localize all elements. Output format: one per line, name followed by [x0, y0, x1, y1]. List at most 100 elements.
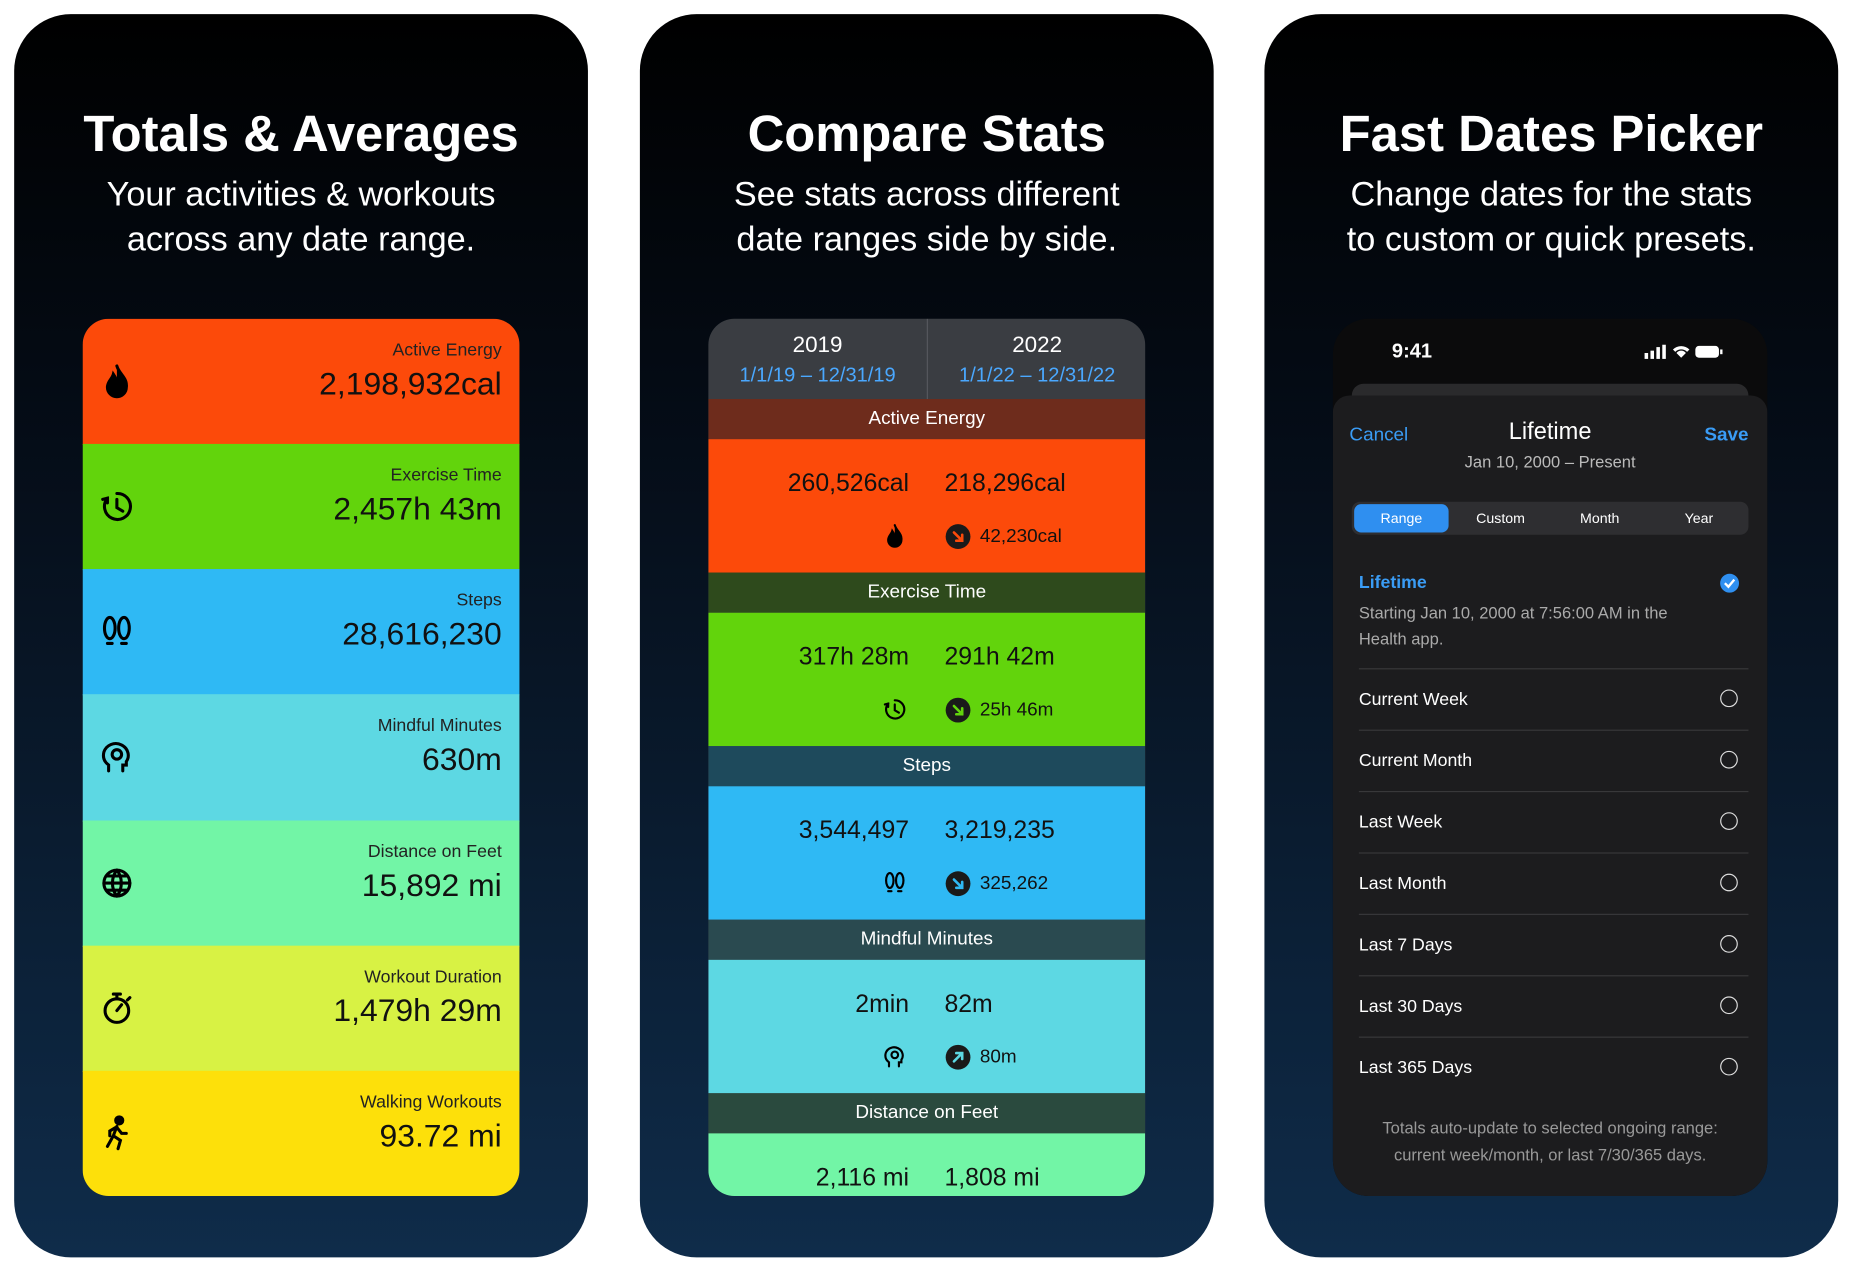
- status-icons: [1642, 342, 1725, 361]
- icon: [97, 487, 137, 527]
- stat-row: Distance on Feet 15,892 mi: [82, 820, 520, 947]
- trend-icon: [945, 1044, 971, 1070]
- change-value: 325,262: [979, 873, 1049, 894]
- stat-label: Walking Workouts: [360, 1091, 502, 1112]
- trend-icon: [945, 871, 971, 897]
- trend-icon: [945, 697, 971, 723]
- separator: [1358, 729, 1749, 731]
- status-time: 9:41: [1391, 340, 1433, 363]
- panel-subtitle: to custom or quick presets.: [1346, 220, 1756, 259]
- column-range: 1/1/19 – 12/31/19: [739, 363, 896, 387]
- preset-option[interactable]: Current Week: [1358, 689, 1468, 710]
- section-label: Steps: [902, 755, 951, 776]
- sheet: Cancel Save Lifetime Jan 10, 2000 – Present…: [1332, 395, 1768, 1196]
- section-body: 2min 82m 80m: [708, 959, 1146, 1094]
- panel-subtitle: Change dates for the stats: [1350, 175, 1753, 214]
- panel-title: Fast Dates Picker: [1339, 106, 1763, 163]
- stat-value: 28,616,230: [342, 616, 502, 653]
- section-value: 218,296cal: [944, 469, 1066, 498]
- segment-tab[interactable]: Month: [1580, 510, 1620, 527]
- section-label: Exercise Time: [867, 582, 987, 603]
- stat-value: 2,198,932cal: [319, 365, 502, 402]
- section-body: 2,116 mi 1,808 mi: [708, 1133, 1146, 1196]
- stat-label: Distance on Feet: [367, 841, 502, 862]
- segment-tab[interactable]: Year: [1684, 510, 1714, 527]
- selected-description: Health app.: [1358, 629, 1444, 649]
- change-value: 80m: [979, 1047, 1017, 1068]
- radio-button[interactable]: [1720, 996, 1738, 1015]
- stat-value: 2,457h 43m: [333, 491, 502, 527]
- phone: 9:41 Cancel Save Lifetime Jan 10, 2000 – Pre…: [1332, 318, 1768, 1196]
- preset-option[interactable]: Current Month: [1358, 750, 1473, 771]
- stat-row: Walking Workouts 93.72 mi: [82, 1070, 520, 1196]
- panel: Compare Stats See stats across different…: [639, 14, 1214, 1258]
- panel-title: Totals & Averages: [83, 106, 519, 163]
- section-body: 260,526cal 218,296cal 42,230cal: [708, 439, 1146, 573]
- separator: [1358, 668, 1749, 670]
- trend-icon: [945, 524, 971, 549]
- footer-note: Totals auto-update to selected ongoing r…: [1382, 1118, 1718, 1137]
- radio-button[interactable]: [1720, 1057, 1738, 1076]
- preset-option[interactable]: Last 7 Days: [1358, 935, 1453, 956]
- section-bar: [708, 1093, 1146, 1134]
- separator: [1358, 1036, 1749, 1038]
- section-value: 2min: [855, 990, 910, 1018]
- stat-value: 1,479h 29m: [333, 992, 502, 1028]
- stat-label: Active Energy: [392, 340, 502, 361]
- panel-subtitle: Your activities & workouts: [106, 175, 496, 214]
- section-value: 82m: [944, 990, 993, 1018]
- panel-subtitle: See stats across different: [733, 175, 1120, 214]
- icon: [881, 522, 903, 548]
- radio-button[interactable]: [1720, 935, 1738, 953]
- selected-label: Lifetime: [1358, 572, 1427, 593]
- section-value: 3,544,497: [798, 816, 910, 845]
- footer-note: current week/month, or last 7/30/365 day…: [1393, 1145, 1707, 1165]
- preset-option[interactable]: Last 365 Days: [1358, 1057, 1473, 1078]
- compare-card: 2019 1/1/19 – 12/31/19 2022 1/1/22 – 12/31/…: [708, 318, 1146, 1196]
- column-header: 2022 1/1/22 – 12/31/22: [926, 318, 1145, 400]
- section-label: Mindful Minutes: [860, 929, 993, 950]
- segment-tab[interactable]: Custom: [1476, 510, 1525, 527]
- change-value: 25h 46m: [979, 700, 1054, 721]
- check-icon: [1720, 573, 1740, 593]
- preset-option[interactable]: Last Week: [1358, 812, 1443, 833]
- column-year: 2022: [1012, 332, 1063, 358]
- icon: [881, 1042, 904, 1068]
- sheet-heading: Lifetime: [1508, 419, 1592, 446]
- panel-title: Compare Stats: [747, 106, 1106, 163]
- separator: [1358, 975, 1749, 977]
- section-value: 1,808 mi: [944, 1164, 1040, 1192]
- separator: [1358, 913, 1749, 915]
- stat-row: Exercise Time 2,457h 43m: [82, 444, 520, 571]
- column-header: 2019 1/1/19 – 12/31/19: [708, 319, 926, 399]
- radio-button[interactable]: [1720, 689, 1738, 708]
- icon: [881, 695, 906, 720]
- stat-label: Mindful Minutes: [377, 715, 502, 737]
- panel: Fast Dates Picker Change dates for the s…: [1264, 14, 1839, 1258]
- stat-row: Active Energy 2,198,932cal: [82, 318, 520, 446]
- stat-value: 15,892 mi: [361, 867, 502, 903]
- stat-label: Workout Duration: [364, 966, 502, 987]
- radio-button[interactable]: [1720, 750, 1738, 769]
- stat-label: Steps: [456, 590, 502, 611]
- section-bar: [708, 572, 1146, 613]
- preset-option[interactable]: Last 30 Days: [1358, 996, 1463, 1017]
- segment-tab[interactable]: Range: [1354, 504, 1449, 533]
- save-button[interactable]: Save: [1704, 425, 1749, 446]
- radio-button[interactable]: [1720, 812, 1738, 830]
- separator: [1358, 852, 1749, 854]
- icon: [97, 1113, 137, 1153]
- section-bar: [708, 746, 1146, 787]
- section-value: 291h 42m: [944, 643, 1055, 671]
- preset-option[interactable]: Last Month: [1358, 873, 1447, 894]
- selected-description: Starting Jan 10, 2000 at 7:56:00 AM in t…: [1358, 603, 1668, 623]
- radio-button[interactable]: [1720, 873, 1738, 892]
- stats-card: Active Energy 2,198,932cal Exercise Time 2,…: [82, 318, 520, 1196]
- cancel-button[interactable]: Cancel: [1349, 425, 1409, 446]
- stat-row: Mindful Minutes 630m: [82, 694, 520, 822]
- section-value: 317h 28m: [798, 643, 910, 671]
- icon: [97, 737, 137, 777]
- separator: [1358, 791, 1749, 793]
